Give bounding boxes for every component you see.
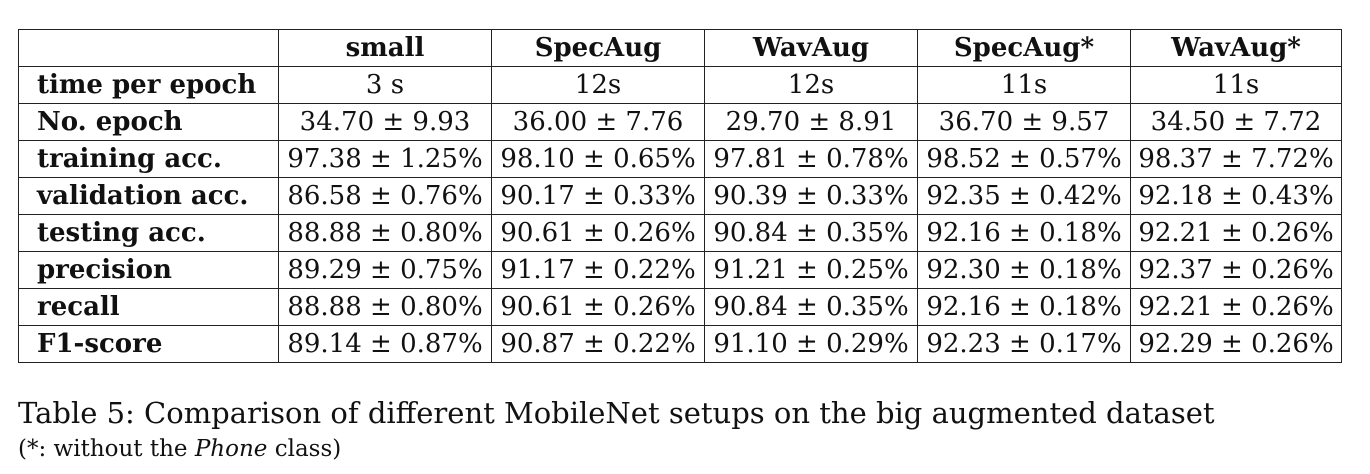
row-label: training acc. — [18, 140, 279, 178]
table-row: time per epoch 3 s 12s 12s 11s 11s — [18, 66, 1342, 104]
header-row: small SpecAug WavAug SpecAug* WavAug* — [18, 29, 1342, 67]
row-label: time per epoch — [18, 66, 279, 104]
table-cell: 92.30 ± 0.18% — [917, 251, 1131, 289]
table-cell: 92.21 ± 0.26% — [1130, 288, 1342, 326]
table-row: training acc. 97.38 ± 1.25% 98.10 ± 0.65… — [18, 140, 1342, 178]
footnote-prefix: (*: without the — [18, 436, 195, 462]
table-cell: 3 s — [278, 66, 492, 104]
table-row: No. epoch 34.70 ± 9.93 36.00 ± 7.76 29.7… — [18, 103, 1342, 141]
table-row: F1-score 89.14 ± 0.87% 90.87 ± 0.22% 91.… — [18, 325, 1342, 363]
table-row: testing acc. 88.88 ± 0.80% 90.61 ± 0.26%… — [18, 214, 1342, 252]
row-label: testing acc. — [18, 214, 279, 252]
table-cell: 91.10 ± 0.29% — [704, 325, 918, 363]
table-cell: 91.17 ± 0.22% — [491, 251, 705, 289]
table-row: recall 88.88 ± 0.80% 90.61 ± 0.26% 90.84… — [18, 288, 1342, 326]
table-cell: 92.21 ± 0.26% — [1130, 214, 1342, 252]
table-cell: 98.37 ± 7.72% — [1130, 140, 1342, 178]
table-cell: 92.37 ± 0.26% — [1130, 251, 1342, 289]
table-cell: 98.10 ± 0.65% — [491, 140, 705, 178]
row-label: No. epoch — [18, 103, 279, 141]
row-label: recall — [18, 288, 279, 326]
table-cell: 90.61 ± 0.26% — [491, 214, 705, 252]
table-cell: 89.14 ± 0.87% — [278, 325, 492, 363]
table-cell: 92.23 ± 0.17% — [917, 325, 1131, 363]
table-cell: 90.17 ± 0.33% — [491, 177, 705, 215]
table-cell: 92.29 ± 0.26% — [1130, 325, 1342, 363]
table-cell: 90.84 ± 0.35% — [704, 214, 918, 252]
table-cell: 97.81 ± 0.78% — [704, 140, 918, 178]
table-cell: 98.52 ± 0.57% — [917, 140, 1131, 178]
column-header: WavAug — [704, 29, 918, 67]
table-cell: 90.61 ± 0.26% — [491, 288, 705, 326]
table-cell: 89.29 ± 0.75% — [278, 251, 492, 289]
table-cell: 11s — [917, 66, 1131, 104]
table-caption: Table 5: Comparison of different MobileN… — [18, 396, 1215, 430]
table-cell: 36.00 ± 7.76 — [491, 103, 705, 141]
table-cell: 92.35 ± 0.42% — [917, 177, 1131, 215]
column-header: WavAug* — [1130, 29, 1342, 67]
results-table-container: small SpecAug WavAug SpecAug* WavAug* ti… — [18, 29, 1342, 363]
column-header: SpecAug — [491, 29, 705, 67]
table-cell: 92.16 ± 0.18% — [917, 214, 1131, 252]
table-cell: 97.38 ± 1.25% — [278, 140, 492, 178]
table-cell: 86.58 ± 0.76% — [278, 177, 492, 215]
column-header: SpecAug* — [917, 29, 1131, 67]
table-footnote: (*: without the Phone class) — [18, 436, 341, 464]
table-cell: 90.87 ± 0.22% — [491, 325, 705, 363]
row-label: validation acc. — [18, 177, 279, 215]
table-cell: 34.50 ± 7.72 — [1130, 103, 1342, 141]
row-label: F1-score — [18, 325, 279, 363]
table-cell: 36.70 ± 9.57 — [917, 103, 1131, 141]
table-cell: 29.70 ± 8.91 — [704, 103, 918, 141]
table-cell: 12s — [491, 66, 705, 104]
footnote-suffix: class) — [267, 436, 342, 462]
column-header: small — [278, 29, 492, 67]
table-row: precision 89.29 ± 0.75% 91.17 ± 0.22% 91… — [18, 251, 1342, 289]
table-cell: 90.84 ± 0.35% — [704, 288, 918, 326]
table-cell: 88.88 ± 0.80% — [278, 288, 492, 326]
results-table: small SpecAug WavAug SpecAug* WavAug* ti… — [18, 29, 1342, 363]
table-cell: 92.18 ± 0.43% — [1130, 177, 1342, 215]
row-label: precision — [18, 251, 279, 289]
table-cell: 12s — [704, 66, 918, 104]
table-cell: 92.16 ± 0.18% — [917, 288, 1131, 326]
table-cell: 91.21 ± 0.25% — [704, 251, 918, 289]
table-cell: 88.88 ± 0.80% — [278, 214, 492, 252]
footnote-emphasis: Phone — [194, 436, 268, 462]
table-row: validation acc. 86.58 ± 0.76% 90.17 ± 0.… — [18, 177, 1342, 215]
table-cell: 90.39 ± 0.33% — [704, 177, 918, 215]
table-cell: 11s — [1130, 66, 1342, 104]
header-corner-cell — [18, 29, 279, 67]
table-cell: 34.70 ± 9.93 — [278, 103, 492, 141]
